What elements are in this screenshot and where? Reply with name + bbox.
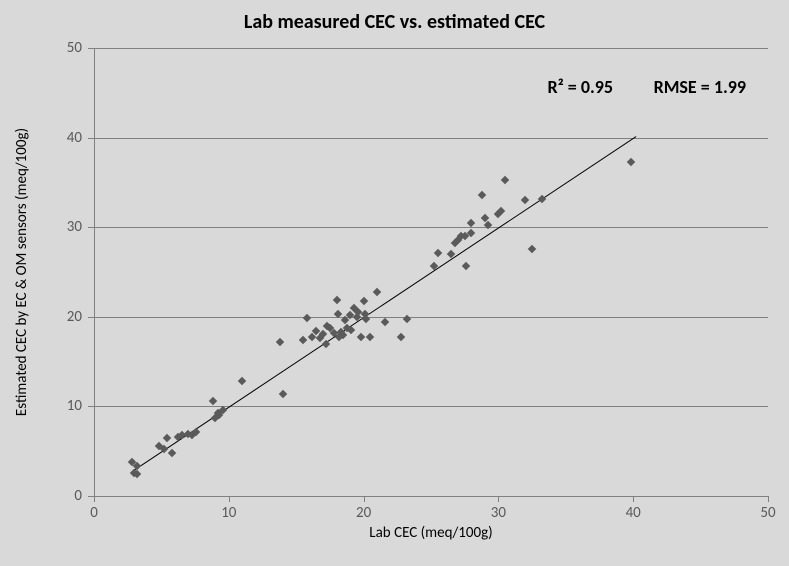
x-axis-line	[94, 496, 768, 497]
grid-line	[94, 317, 768, 318]
data-point	[238, 377, 246, 385]
y-axis-label: Estimated CEC by EC & OM sensors (meq/10…	[13, 128, 31, 416]
data-point	[501, 175, 509, 183]
data-point	[402, 315, 410, 323]
x-tick-label: 10	[221, 504, 236, 522]
data-point	[467, 218, 475, 226]
grid-line	[94, 406, 768, 407]
data-point	[163, 434, 171, 442]
y-tick-label: 30	[67, 218, 82, 236]
y-tick-label: 0	[74, 487, 82, 505]
y-tick-label: 20	[67, 308, 82, 326]
data-point	[381, 318, 389, 326]
data-point	[332, 296, 340, 304]
data-point	[276, 338, 284, 346]
x-tick-mark	[768, 496, 769, 502]
x-axis-label: Lab CEC (meq/100g)	[369, 524, 492, 542]
trendline	[132, 136, 637, 472]
data-point	[373, 287, 381, 295]
grid-line	[94, 138, 768, 139]
plot-area: R² = 0.95 RMSE = 1.99	[94, 48, 768, 496]
data-point	[366, 333, 374, 341]
x-tick-label: 40	[626, 504, 641, 522]
x-tick-label: 50	[760, 504, 775, 522]
y-tick-label: 40	[67, 129, 82, 147]
chart-title: Lab measured CEC vs. estimated CEC	[0, 10, 789, 34]
data-point	[357, 332, 365, 340]
x-tick-label: 20	[356, 504, 371, 522]
data-point	[362, 314, 370, 322]
data-point	[299, 336, 307, 344]
grid-line	[94, 227, 768, 228]
y-axis-line	[94, 48, 95, 496]
r-squared-text: R² = 0.95	[548, 76, 614, 98]
x-tick-label: 0	[90, 504, 98, 522]
y-tick-label: 50	[67, 39, 82, 57]
data-point	[433, 249, 441, 257]
data-point	[359, 296, 367, 304]
data-point	[528, 244, 536, 252]
data-point	[521, 196, 529, 204]
grid-line	[94, 48, 768, 49]
data-point	[168, 449, 176, 457]
data-point	[467, 228, 475, 236]
data-point	[347, 326, 355, 334]
data-point	[462, 261, 470, 269]
y-tick-label: 10	[67, 397, 82, 415]
data-point	[133, 470, 141, 478]
data-point	[303, 313, 311, 321]
x-tick-label: 30	[491, 504, 506, 522]
data-point	[626, 158, 634, 166]
data-point	[478, 191, 486, 199]
data-point	[278, 390, 286, 398]
data-point	[208, 397, 216, 405]
data-point	[483, 221, 491, 229]
data-point	[397, 332, 405, 340]
rmse-text: RMSE = 1.99	[654, 76, 746, 98]
